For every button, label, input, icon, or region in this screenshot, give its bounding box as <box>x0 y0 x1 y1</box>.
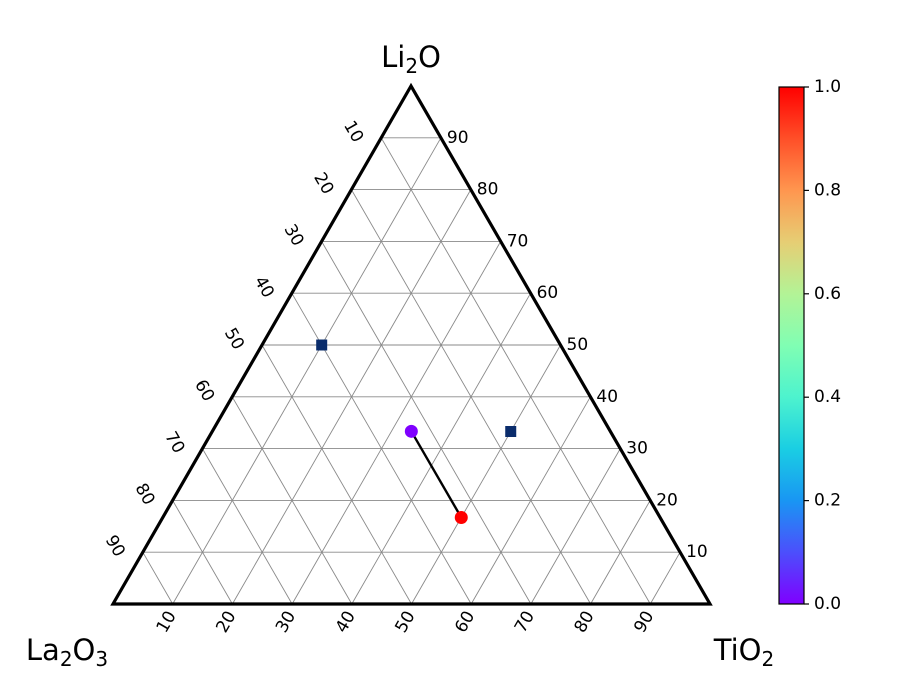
grid-line <box>172 137 442 605</box>
data-points <box>316 339 517 524</box>
right-tick-label: 50 <box>567 335 589 355</box>
triangle-border <box>110 82 713 606</box>
bottom-tick-label: 30 <box>272 608 300 637</box>
right-tick-label: 70 <box>507 231 529 251</box>
corner-label-left: La2O3 <box>26 633 108 671</box>
left-tick-label: 80 <box>131 480 159 509</box>
left-tick-label: 40 <box>250 273 278 302</box>
colorbar-tick-label: 0.0 <box>814 594 841 614</box>
grid-line <box>380 137 651 605</box>
grid-line <box>261 344 412 605</box>
grid-line <box>321 241 532 605</box>
grid-line <box>142 551 174 605</box>
left-tick-label: 10 <box>339 117 367 146</box>
right-tick-label: 90 <box>447 128 469 148</box>
grid-line <box>649 551 681 605</box>
grid-line <box>530 448 621 605</box>
grid-line <box>172 500 233 605</box>
colorbar: 0.0 0.2 0.4 0.6 0.8 1.0 <box>778 77 841 614</box>
right-tick-label: 10 <box>686 542 708 562</box>
colorbar-tick-label: 0.6 <box>814 284 841 304</box>
left-tick-label: 90 <box>101 532 129 561</box>
bottom-tick-label: 20 <box>212 608 240 637</box>
bottom-tick-label: 40 <box>332 608 360 637</box>
colorbar-tick-label: 0.4 <box>814 387 841 407</box>
tie-line <box>410 430 463 519</box>
grid-lines <box>142 137 681 605</box>
corner-labels: Li2O La2O3 TiO2 <box>26 40 774 671</box>
right-tick-label: 20 <box>656 490 678 510</box>
grid-line <box>470 396 591 605</box>
bottom-tick-label: 10 <box>153 608 181 637</box>
triangle-frame <box>110 82 713 606</box>
right-tick-label: 80 <box>477 180 499 200</box>
grid-line <box>202 448 293 605</box>
bottom-tick-label: 80 <box>571 608 599 637</box>
right-tick-label: 40 <box>596 387 618 407</box>
bottom-tick-label: 50 <box>391 608 419 637</box>
colorbar-tick-label: 1.0 <box>814 77 841 97</box>
right-tick-label: 30 <box>626 439 648 459</box>
colorbar-tick-label: 0.8 <box>814 180 841 200</box>
bottom-tick-label: 70 <box>511 608 539 637</box>
left-tick-label: 20 <box>309 169 337 198</box>
circle-marker <box>454 510 468 524</box>
tie-lines <box>410 430 463 519</box>
circle-marker <box>404 424 418 438</box>
grid-line <box>231 396 353 605</box>
grid-line <box>291 241 502 605</box>
left-tick-label: 60 <box>190 376 218 405</box>
left-tick-label: 70 <box>160 428 188 457</box>
colorbar-tick-label: 0.2 <box>814 491 841 511</box>
left-tick-label: 50 <box>220 325 248 354</box>
corner-label-right: TiO2 <box>713 633 774 671</box>
square-marker <box>505 426 517 438</box>
grid-line <box>590 500 651 605</box>
right-tick-label: 60 <box>537 283 559 303</box>
corner-label-top: Li2O <box>381 40 441 78</box>
grid-line <box>411 344 561 605</box>
colorbar-gradient <box>778 86 805 605</box>
square-marker <box>316 339 328 351</box>
left-tick-label: 30 <box>280 221 308 250</box>
bottom-tick-label: 90 <box>630 608 658 637</box>
bottom-tick-label: 60 <box>451 608 479 637</box>
